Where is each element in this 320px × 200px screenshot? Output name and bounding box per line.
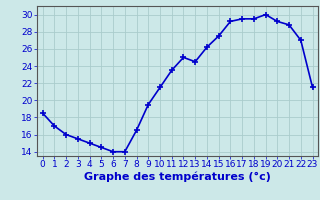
X-axis label: Graphe des températures (°c): Graphe des températures (°c)	[84, 172, 271, 182]
